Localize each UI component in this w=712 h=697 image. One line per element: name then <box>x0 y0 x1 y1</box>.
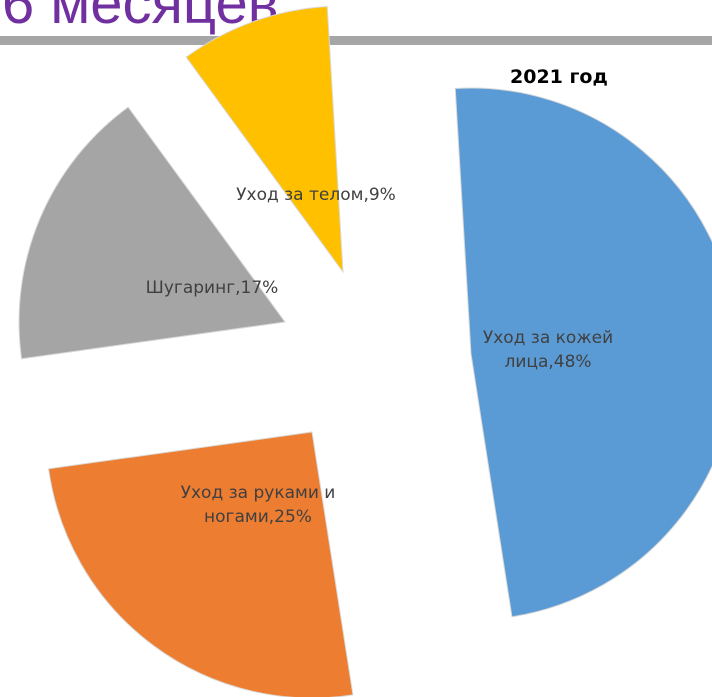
data-label: Уход за руками и ногами,25% <box>180 483 336 527</box>
data-label: Уход за телом,9% <box>236 185 396 205</box>
pie-slice <box>47 431 354 697</box>
pie-slice <box>454 87 712 618</box>
chart-subtitle: 2021 год <box>510 66 608 88</box>
pie-slice <box>185 5 344 274</box>
pie-slice <box>18 106 286 360</box>
title-rule <box>0 36 712 45</box>
data-label: Шугаринг,17% <box>145 278 279 298</box>
data-label: Уход за кожей лица,48% <box>482 328 614 372</box>
